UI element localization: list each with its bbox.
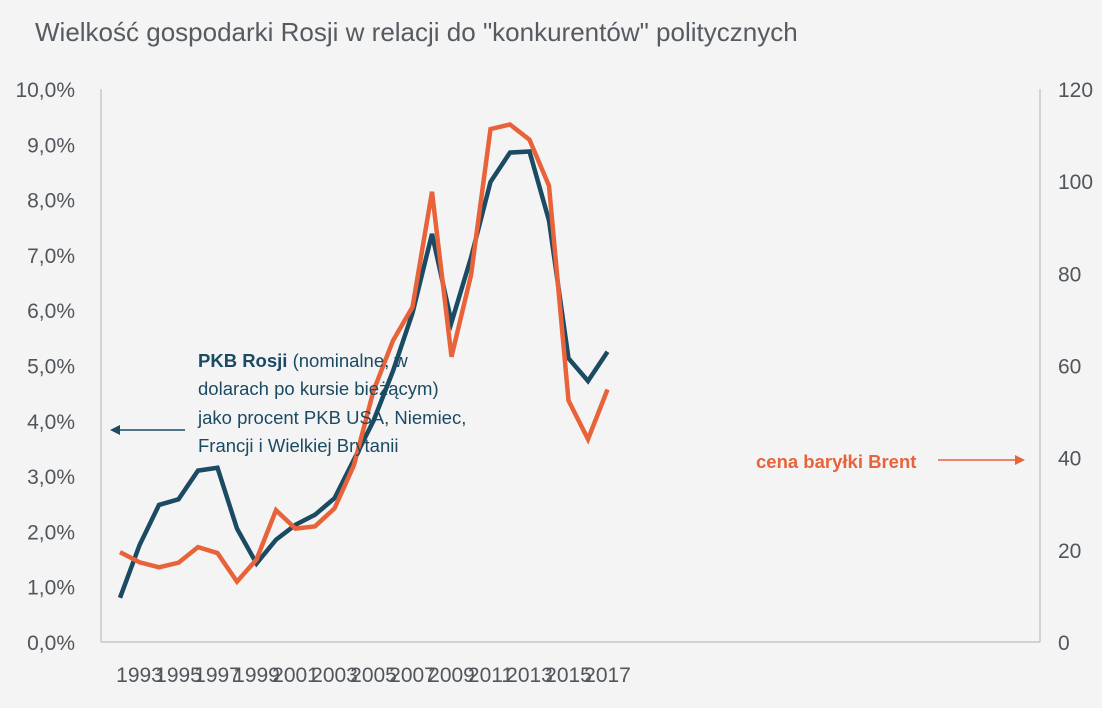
left-axis-ticks: 0,0% 1,0% 2,0% 3,0% 4,0% 5,0% 6,0% 7,0% 8,0% 9,0%… — [15, 79, 75, 655]
x-tick-label: 2011 — [468, 664, 513, 687]
chart-title: Wielkość gospodarki Rosji w relacji do "… — [35, 17, 798, 47]
brent-price-series-line — [118, 122, 610, 586]
x-tick-label: 2013 — [506, 664, 553, 687]
series-lines — [117, 122, 610, 599]
left-tick-label: 5,0% — [27, 356, 75, 379]
x-tick-label: 2017 — [584, 664, 631, 687]
left-arrow-icon — [110, 425, 185, 435]
x-tick-label: 2005 — [350, 664, 397, 687]
gdp-annotation-line2: dolarach po kursie bieżącym) — [198, 378, 439, 399]
axes — [100, 89, 1041, 643]
x-tick-label: 1995 — [155, 664, 202, 687]
x-tick-label: 2009 — [428, 664, 475, 687]
right-tick-label: 60 — [1058, 356, 1081, 379]
right-tick-label: 120 — [1058, 79, 1093, 102]
right-tick-label: 0 — [1058, 632, 1070, 655]
gdp-annotation: PKB Rosji (nominalne, w dolarach po kurs… — [110, 350, 466, 456]
left-tick-label: 0,0% — [27, 632, 75, 655]
x-tick-label: 2001 — [272, 664, 319, 687]
x-tick-label: 2015 — [545, 664, 592, 687]
left-tick-label: 8,0% — [27, 190, 75, 213]
left-tick-label: 2,0% — [27, 521, 75, 544]
brent-annotation-label: cena baryłki Brent — [756, 451, 916, 472]
x-tick-label: 1999 — [233, 664, 280, 687]
gdp-annotation-bold: PKB Rosji — [198, 350, 287, 371]
right-tick-label: 20 — [1058, 540, 1081, 563]
x-tick-label: 1993 — [116, 664, 163, 687]
brent-annotation: cena baryłki Brent — [756, 451, 1025, 472]
gdp-annotation-line3: jako procent PKB USA, Niemiec, — [197, 407, 466, 428]
x-tick-label: 1997 — [194, 664, 241, 687]
x-tick-label: 2003 — [311, 664, 358, 687]
gdp-annotation-line1-rest: (nominalne, w — [287, 350, 408, 371]
left-tick-label: 9,0% — [27, 134, 75, 157]
gdp-annotation-line4: Francji i Wielkiej Brytanii — [198, 435, 398, 456]
right-arrow-icon — [938, 455, 1025, 465]
left-tick-label: 1,0% — [27, 577, 75, 600]
right-tick-label: 40 — [1058, 448, 1081, 471]
left-tick-label: 10,0% — [15, 79, 75, 102]
left-tick-label: 3,0% — [27, 466, 75, 489]
left-tick-label: 6,0% — [27, 300, 75, 323]
gdp-share-series-line — [117, 149, 610, 599]
right-tick-label: 80 — [1058, 263, 1081, 286]
left-tick-label: 7,0% — [27, 245, 75, 268]
gdp-annotation-line1: PKB Rosji (nominalne, w — [198, 350, 408, 371]
right-tick-label: 100 — [1058, 171, 1093, 194]
x-axis-ticks: 1993199519971999200120032005200720092011… — [116, 664, 631, 687]
right-axis-ticks: 0 20 40 60 80 100 120 — [1058, 79, 1093, 655]
x-tick-label: 2007 — [389, 664, 436, 687]
left-tick-label: 4,0% — [27, 411, 75, 434]
